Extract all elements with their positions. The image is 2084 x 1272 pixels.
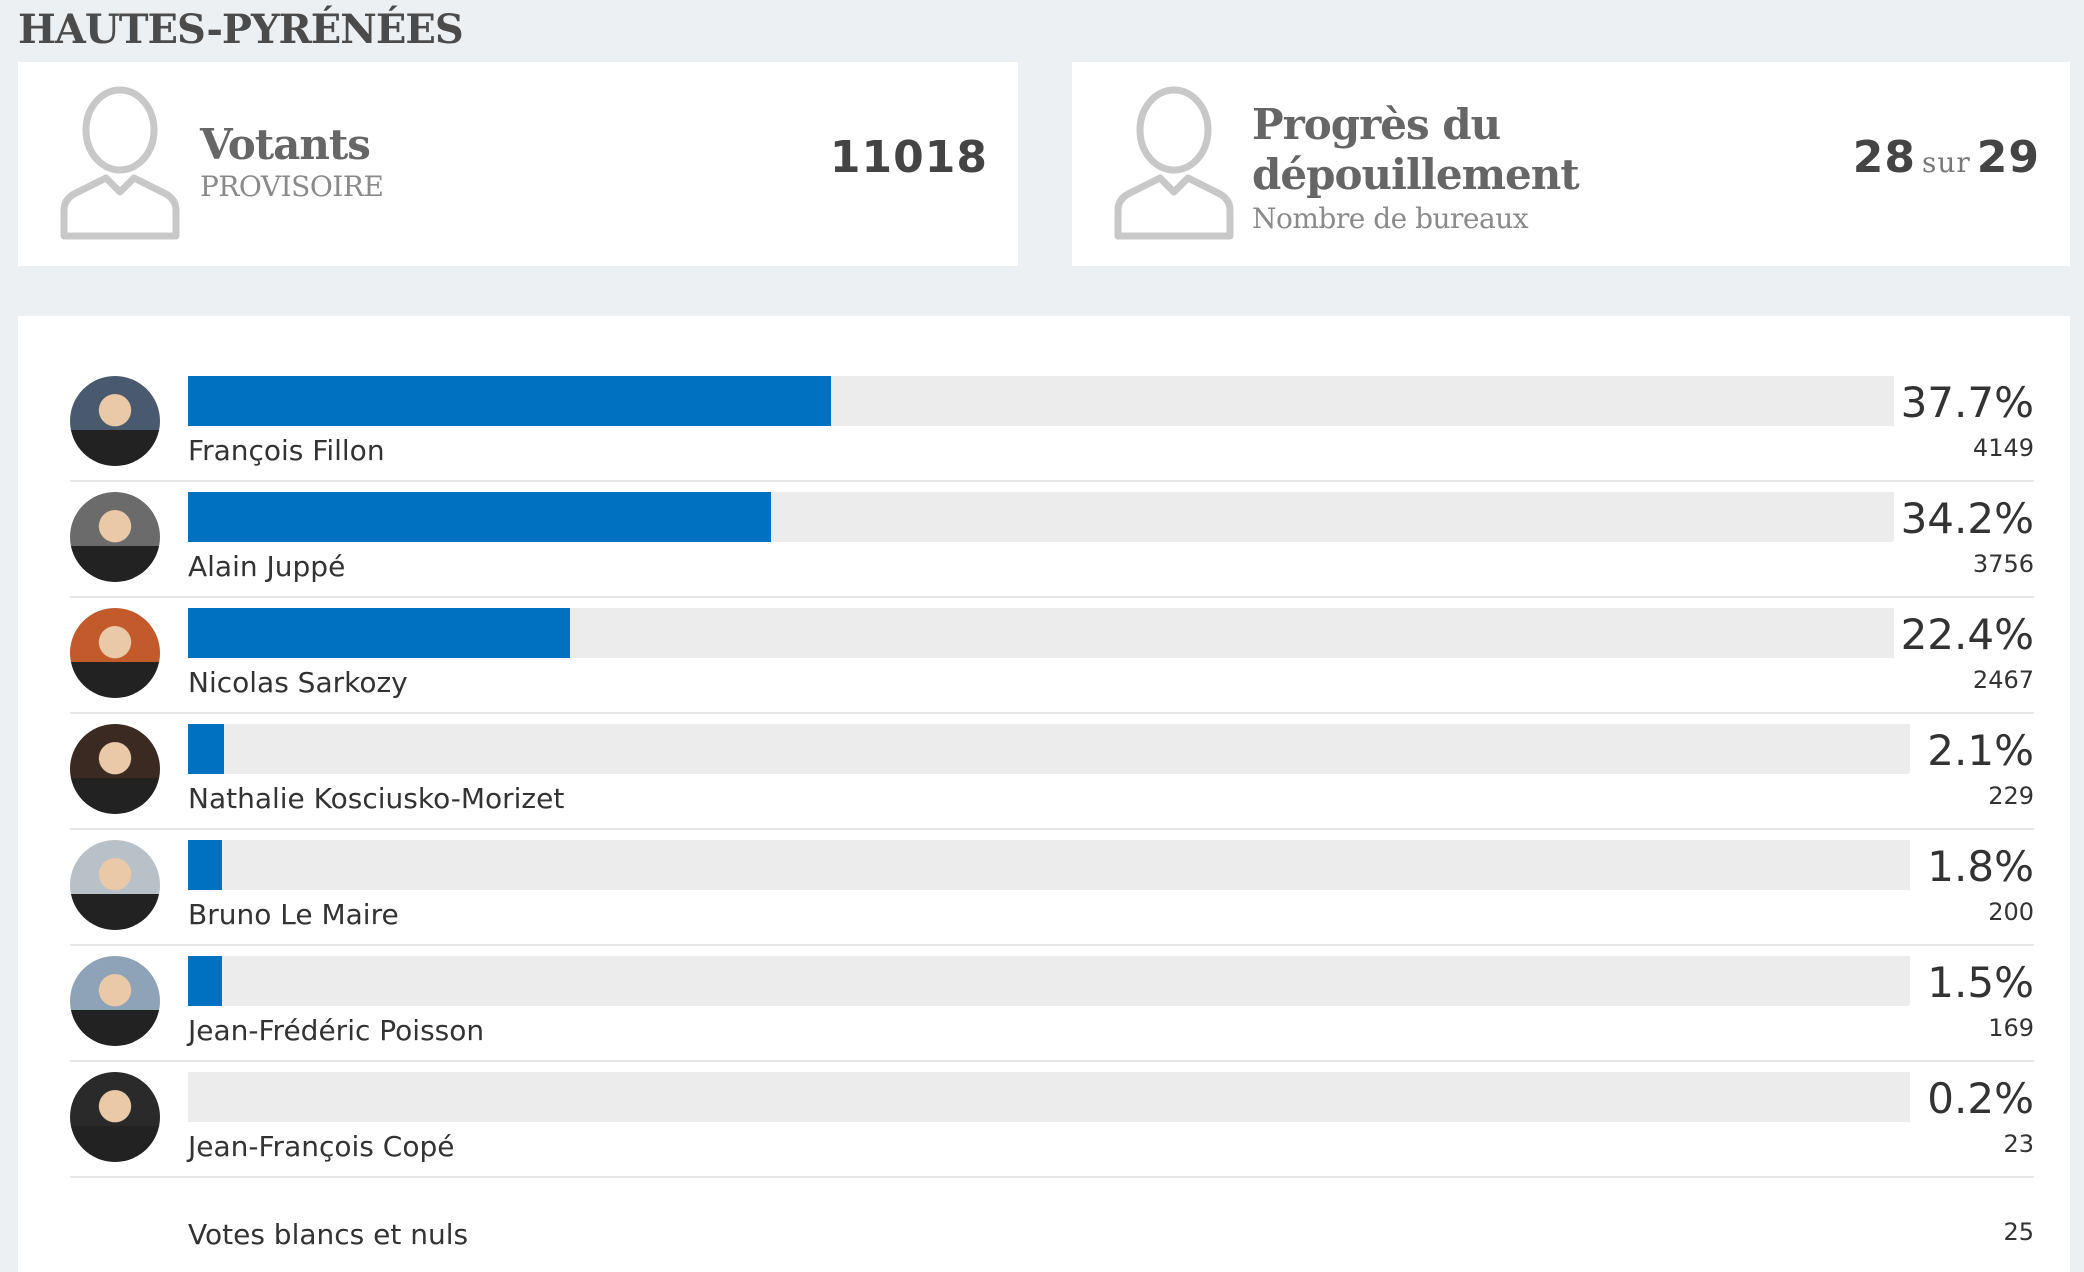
candidate-row: Alain Juppé 34.2% 3756 — [70, 480, 2034, 598]
candidate-avatar — [70, 724, 160, 814]
progress-title-line1: Progrès du — [1252, 100, 1501, 149]
candidate-percentage: 1.8% — [1927, 842, 2034, 891]
bar-track — [188, 492, 1894, 542]
candidate-avatar — [70, 608, 160, 698]
bar-track — [188, 724, 1910, 774]
bar-track — [188, 956, 1910, 1006]
candidate-percentage: 34.2% — [1900, 494, 2034, 543]
person-icon — [60, 86, 180, 240]
candidate-name: Jean-Frédéric Poisson — [188, 1014, 485, 1047]
candidate-votes: 3756 — [1972, 550, 2034, 578]
candidate-percentage: 37.7% — [1900, 378, 2034, 427]
candidate-row: Nathalie Kosciusko-Morizet 2.1% 229 — [70, 712, 2034, 830]
votants-value: 11018 — [829, 132, 988, 183]
bar-fill — [188, 724, 224, 774]
progress-total: 29 — [1976, 132, 2040, 183]
candidate-avatar — [70, 1072, 160, 1162]
candidate-percentage: 2.1% — [1927, 726, 2034, 775]
candidate-name: François Fillon — [188, 434, 385, 467]
candidate-name: Bruno Le Maire — [188, 898, 399, 931]
candidate-avatar — [70, 956, 160, 1046]
bar-track — [188, 376, 1894, 426]
blank-votes-label: Votes blancs et nuls — [188, 1218, 469, 1251]
candidate-percentage: 22.4% — [1900, 610, 2034, 659]
candidate-row: Bruno Le Maire 1.8% 200 — [70, 828, 2034, 946]
blank-votes-value: 25 — [2003, 1218, 2034, 1246]
candidate-percentage: 1.5% — [1927, 958, 2034, 1007]
candidate-avatar — [70, 492, 160, 582]
progress-card: Progrès du dépouillement Nombre de burea… — [1072, 62, 2070, 266]
candidate-votes: 2467 — [1972, 666, 2034, 694]
progress-title-line2: dépouillement — [1252, 150, 1580, 199]
region-title: HAUTES-PYRÉNÉES — [18, 6, 464, 53]
blank-votes-row: Votes blancs et nuls 25 — [70, 1216, 2034, 1266]
bar-fill — [188, 956, 222, 1006]
candidate-row: Jean-Frédéric Poisson 1.5% 169 — [70, 944, 2034, 1062]
candidate-percentage: 0.2% — [1927, 1074, 2034, 1123]
candidate-votes: 200 — [1988, 898, 2034, 926]
candidate-row: Jean-François Copé 0.2% 23 — [70, 1060, 2034, 1178]
bar-fill — [188, 840, 222, 890]
candidate-row: Nicolas Sarkozy 22.4% 2467 — [70, 596, 2034, 714]
bar-track — [188, 1072, 1910, 1122]
bar-track — [188, 608, 1894, 658]
candidate-avatar — [70, 376, 160, 466]
bar-fill — [188, 492, 771, 542]
votants-title: Votants — [200, 120, 371, 169]
votants-card: Votants PROVISOIRE 11018 — [18, 62, 1018, 266]
votants-subtitle: PROVISOIRE — [200, 170, 384, 203]
progress-value: 28 sur 29 — [1853, 132, 2040, 183]
candidate-votes: 169 — [1988, 1014, 2034, 1042]
candidate-name: Alain Juppé — [188, 550, 346, 583]
bar-track — [188, 840, 1910, 890]
person-icon — [1114, 86, 1234, 240]
candidate-votes: 23 — [2003, 1130, 2034, 1158]
bar-fill — [188, 608, 570, 658]
progress-sep: sur — [1921, 146, 1971, 179]
candidate-name: Jean-François Copé — [188, 1130, 455, 1163]
results-panel: François Fillon 37.7% 4149 Alain Juppé 34.2%… — [18, 316, 2070, 1272]
candidate-votes: 4149 — [1972, 434, 2034, 462]
candidate-name: Nathalie Kosciusko-Morizet — [188, 782, 565, 815]
candidate-row: François Fillon 37.7% 4149 — [70, 364, 2034, 482]
candidate-name: Nicolas Sarkozy — [188, 666, 408, 699]
bar-fill — [188, 376, 831, 426]
candidate-votes: 229 — [1988, 782, 2034, 810]
progress-counted: 28 — [1852, 132, 1916, 183]
candidate-avatar — [70, 840, 160, 930]
progress-subtitle: Nombre de bureaux — [1252, 202, 1529, 235]
